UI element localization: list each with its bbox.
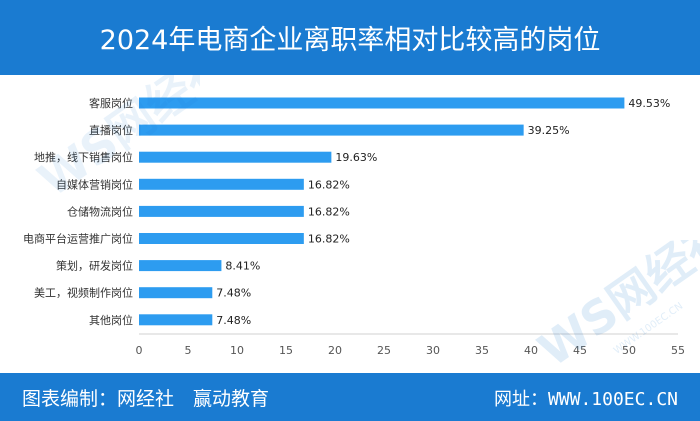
bar-3: [139, 178, 304, 190]
bar-7: [139, 287, 213, 299]
bar-6: [139, 260, 222, 272]
x-tick-label-11: 55: [671, 344, 685, 357]
data-label-5: 16.82%: [308, 233, 350, 246]
bar-chart: 客服岗位 49.53% 直播岗位 39.25% 地推，线下销售岗位 19.63% 自媒体营销…: [23, 96, 685, 357]
data-label-1: 39.25%: [528, 124, 570, 137]
category-label-6: 策划，研发岗位: [56, 259, 133, 273]
data-label-8: 7.48%: [216, 314, 251, 327]
bar-0: [139, 97, 625, 109]
x-tick-label-7: 35: [475, 344, 489, 357]
data-label-6: 8.41%: [225, 260, 260, 273]
chart-footer: 图表编制：网经社 赢动教育 网址：WWW.100EC.CN: [0, 373, 700, 421]
website-url: 网址：WWW.100EC.CN: [493, 389, 678, 410]
bar-4: [139, 205, 304, 217]
x-tick-label-8: 40: [524, 344, 538, 357]
x-tick-label-5: 25: [377, 344, 391, 357]
data-label-7: 7.48%: [216, 287, 251, 300]
chart-plot-area: 客服岗位 49.53% 直播岗位 39.25% 地推，线下销售岗位 19.63% 自媒体营销…: [0, 75, 700, 370]
x-tick-label-2: 10: [230, 344, 244, 357]
x-tick-label-0: 0: [136, 344, 143, 357]
category-label-0: 客服岗位: [89, 96, 133, 110]
data-label-2: 19.63%: [335, 151, 377, 164]
bar-5: [139, 233, 304, 244]
category-label-2: 地推，线下销售岗位: [34, 150, 133, 164]
bar-1: [139, 124, 524, 136]
category-label-7: 美工，视频制作岗位: [34, 286, 133, 300]
category-label-1: 直播岗位: [89, 123, 133, 137]
bar-8: [139, 314, 213, 326]
category-label-5: 电商平台运营推广岗位: [23, 232, 133, 246]
category-label-4: 仓储物流岗位: [67, 204, 133, 218]
data-label-3: 16.82%: [308, 178, 350, 191]
category-label-3: 自媒体营销岗位: [56, 177, 133, 191]
bar-2: [139, 151, 332, 163]
x-tick-label-10: 50: [622, 344, 636, 357]
chart-title: 2024年电商企业离职率相对比较高的岗位: [99, 25, 601, 56]
x-tick-label-6: 30: [426, 344, 440, 357]
chart-header: 2024年电商企业离职率相对比较高的岗位: [0, 0, 700, 75]
x-tick-label-1: 5: [185, 344, 192, 357]
x-tick-label-9: 45: [573, 344, 587, 357]
x-tick-label-3: 15: [279, 344, 293, 357]
x-tick-label-4: 20: [328, 344, 342, 357]
category-label-8: 其他岗位: [89, 313, 133, 327]
data-label-0: 49.53%: [628, 97, 670, 110]
data-label-4: 16.82%: [308, 205, 350, 218]
source-credit: 图表编制：网经社 赢动教育: [22, 388, 270, 410]
